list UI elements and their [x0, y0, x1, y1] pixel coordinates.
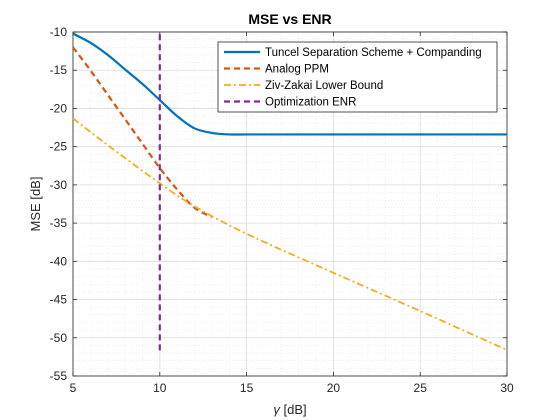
series-line-1	[72, 46, 213, 218]
y-axis-label: MSE [dB]	[28, 177, 43, 232]
y-axis-ticks: -10 -15 -20 -25 -30 -35 -40 -45 -50 -55	[50, 25, 507, 383]
y-tick-label: -50	[50, 331, 68, 345]
legend-label-1: Analog PPM	[265, 64, 329, 76]
y-tick-label: -20	[50, 101, 68, 115]
x-axis-label: γ [dB]	[273, 402, 306, 417]
y-tick-label: -30	[50, 178, 68, 192]
series-line-0	[72, 32, 508, 136]
x-tick-label: 5	[70, 381, 77, 395]
x-tick-label: 10	[153, 381, 167, 395]
minor-grid	[73, 32, 507, 376]
legend: Tuncel Separation Scheme + Companding Ana…	[217, 41, 498, 113]
plot-area-frame	[72, 31, 508, 377]
chart-title: MSE vs ENR	[248, 11, 331, 27]
legend-label-3: Optimization ENR	[265, 97, 356, 109]
y-tick-label: -10	[50, 25, 68, 39]
y-tick-label: -55	[50, 369, 68, 383]
series-layer	[72, 32, 508, 352]
x-tick-label: 20	[327, 381, 341, 395]
x-axis-label-symbol: γ	[273, 402, 281, 417]
legend-label-2: Ziv-Zakai Lower Bound	[265, 80, 383, 92]
x-axis-ticks: 5 10 15 20 25 30	[70, 32, 514, 395]
x-axis-label-unit: [dB]	[280, 402, 307, 417]
series-line-2	[72, 117, 508, 351]
legend-box	[217, 41, 498, 113]
legend-label-0: Tuncel Separation Scheme + Companding	[265, 47, 482, 59]
x-tick-label: 15	[240, 381, 254, 395]
y-tick-label: -40	[50, 254, 68, 268]
y-tick-label: -45	[50, 293, 68, 307]
y-tick-label: -35	[50, 216, 68, 230]
x-tick-label: 25	[414, 381, 428, 395]
x-tick-label: 30	[500, 381, 514, 395]
y-tick-label: -15	[50, 63, 68, 77]
y-tick-label: -25	[50, 140, 68, 154]
